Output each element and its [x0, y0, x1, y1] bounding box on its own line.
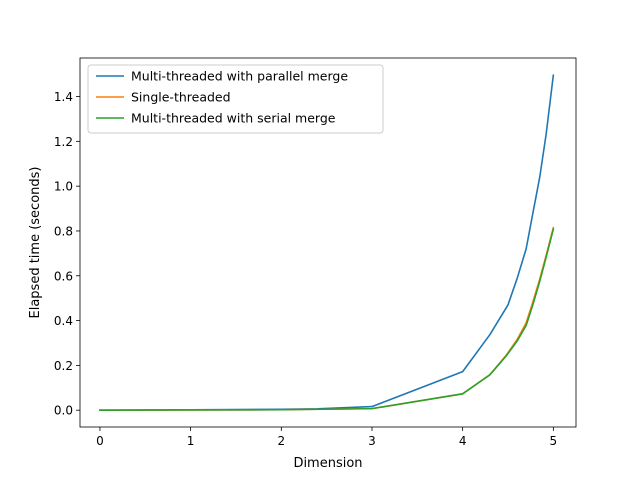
plot-frame	[79, 57, 577, 428]
y-tick-label: 0.2	[54, 359, 73, 373]
y-tick-label: 0.4	[54, 314, 73, 328]
legend: Multi-threaded with parallel merge Single…	[87, 64, 384, 134]
x-tick-label: 5	[550, 434, 558, 448]
series-line-2	[99, 228, 555, 412]
x-axis: 0 1 2 3 4 5	[96, 427, 557, 448]
y-axis-label: Elapsed time (seconds)	[28, 167, 43, 319]
y-tick-label: 1.2	[54, 135, 73, 149]
legend-label: Single-threaded	[131, 90, 231, 105]
x-tick-label: 3	[368, 434, 376, 448]
legend-label: Multi-threaded with serial merge	[131, 111, 336, 126]
y-tick-label: 0.8	[54, 224, 73, 238]
plot-lines	[99, 74, 555, 412]
y-tick-label: 1.4	[54, 90, 73, 104]
y-tick-label: 0.6	[54, 269, 73, 283]
y-axis: 0.0 0.2 0.4 0.6 0.8 1.0 1.2 1.4	[54, 90, 80, 418]
y-tick-label: 0.0	[54, 404, 73, 418]
legend-label: Multi-threaded with parallel merge	[131, 69, 348, 84]
x-tick-label: 4	[459, 434, 467, 448]
y-tick-label: 1.0	[54, 180, 73, 194]
x-tick-label: 2	[277, 434, 285, 448]
x-tick-label: 0	[96, 434, 104, 448]
x-axis-label: Dimension	[293, 456, 362, 471]
legend-box	[87, 64, 384, 134]
x-tick-label: 1	[187, 434, 195, 448]
